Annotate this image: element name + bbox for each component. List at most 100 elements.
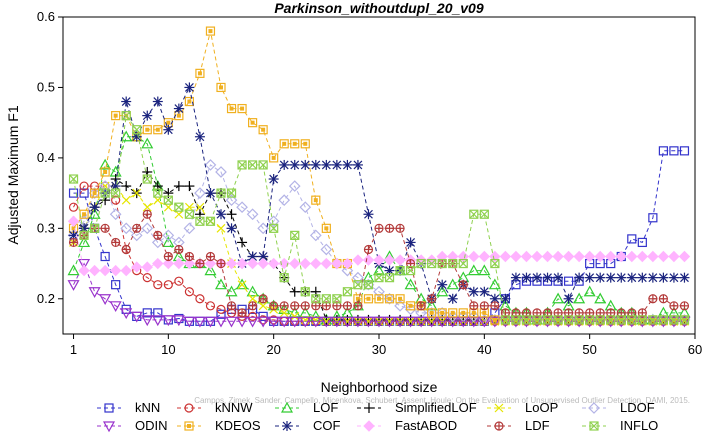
point-ldof-10 [162,229,175,242]
point-cof-37 [447,293,458,304]
point-cof-47 [553,272,564,283]
point-lof-41 [488,278,501,290]
point-fastabod-59 [678,250,691,263]
point-kdeos-23 [300,139,310,149]
point-fastabod-20 [267,257,280,270]
point-lof-4 [99,158,112,170]
point-inflo-33 [406,266,416,276]
point-kdeos-21 [279,139,289,149]
series-kdeos [68,26,690,325]
point-loop-17 [237,280,247,290]
point-ldof-16 [225,194,238,207]
point-fastabod-51 [594,250,606,263]
point-ldf-8 [142,209,152,219]
point-knnw-18 [248,311,258,321]
y-tick-label-0: 0.2 [37,291,55,306]
point-odin-10 [162,315,175,327]
point-ldf-28 [353,301,363,311]
point-ldof-47 [552,314,564,326]
point-fastabod-58 [668,250,680,263]
point-odin-21 [278,316,291,328]
legend-label-knn: kNN [135,400,160,415]
point-inflo-30 [374,273,384,283]
point-inflo-28 [353,280,363,290]
point-inflo-55 [637,315,647,325]
point-knn-56 [648,213,658,223]
point-fastabod-53 [615,250,627,263]
point-lof-18 [246,285,259,297]
point-cof-15 [216,209,226,220]
point-kdeos-8 [142,125,152,135]
point-ldf-35 [427,294,437,304]
chart-title: Parkinson_withoutdupl_20_v09 [274,0,483,16]
point-lof-10 [162,236,175,248]
point-cof-50 [584,272,595,283]
watermark: Campos, Zimek, Sander, Campello, Micenko… [194,396,690,405]
point-odin-8 [141,315,154,327]
legend-label-ldf: LDF [525,418,550,433]
point-knnw-12 [184,287,194,297]
point-inflo-46 [542,315,553,325]
point-loop-22 [290,311,300,321]
point-cof-9 [152,96,163,107]
point-ldof-30 [373,285,385,298]
point-ldf-29 [363,244,374,255]
series-loop [69,181,689,326]
point-lof-14 [204,264,217,276]
point-cof-56 [647,272,658,283]
point-knn-8 [142,308,152,318]
point-ldf-13 [195,258,205,269]
point-fastabod-56 [647,250,659,263]
point-knn-48 [563,276,574,286]
point-cof-49 [574,272,585,283]
point-ldf-56 [648,294,658,304]
legend-label-kdeos: KDEOS [215,418,261,433]
point-lof-29 [362,271,375,283]
point-inflo-47 [553,315,563,325]
legend-marker-odin [102,421,116,433]
point-fastabod-32 [394,254,406,266]
point-ldf-34 [416,301,426,311]
point-kdeos-5 [111,111,121,121]
point-odin-34 [415,316,428,328]
point-ldf-5 [111,237,121,248]
point-knnw-9 [153,280,163,290]
point-cof-14 [205,188,216,199]
point-knnw-11 [174,276,184,286]
point-ldof-27 [341,264,354,277]
point-kdeos-31 [384,294,395,304]
point-loop-33 [406,316,416,326]
point-cof-57 [658,272,669,283]
point-knn-9 [153,308,163,318]
point-odin-19 [257,316,270,328]
point-loop-6 [121,195,131,205]
point-ldof-33 [404,303,417,316]
point-kdeos-19 [258,125,268,135]
point-inflo-41 [490,258,500,269]
point-fastabod-11 [173,257,185,270]
legend-label-simplifiedlof: SimplifiedLOF [395,400,477,415]
point-odin-7 [130,311,143,323]
point-knn-54 [627,234,637,244]
point-fastabod-31 [383,254,396,266]
point-fastabod-5 [109,264,122,277]
point-lof-51 [594,292,607,304]
legend-item-knn: kNN [97,400,160,415]
point-fastabod-12 [183,257,196,270]
point-simplifiedlof-6 [121,181,132,192]
point-kdeos-20 [269,153,279,163]
point-fastabod-6 [120,264,132,277]
point-loop-27 [342,316,352,326]
point-fastabod-55 [636,250,649,263]
point-ldf-4 [100,223,110,233]
point-inflo-2 [79,230,89,240]
point-knnw-15 [216,304,226,314]
point-ldf-7 [132,223,142,233]
point-inflo-59 [679,315,690,325]
point-ldf-39 [469,301,479,311]
point-odin-30 [372,316,386,328]
point-cof-33 [405,237,416,248]
point-ldof-51 [594,314,607,326]
point-fastabod-40 [478,250,491,263]
legend-item-lof: LOF [275,400,338,415]
